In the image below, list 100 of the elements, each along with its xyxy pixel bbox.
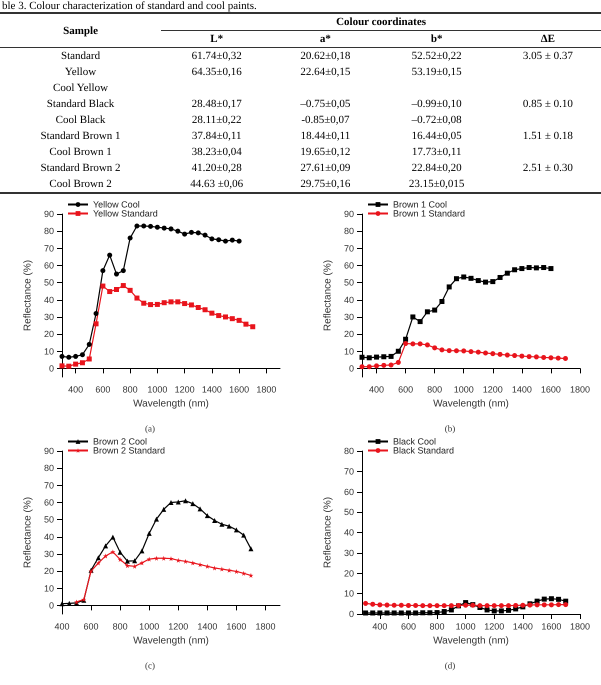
- point: [556, 596, 562, 602]
- point: [66, 364, 72, 369]
- point: [542, 602, 547, 608]
- point: [139, 548, 144, 554]
- text: b*: [378, 30, 495, 48]
- point: [388, 354, 394, 359]
- point: [498, 608, 504, 614]
- y-tick-label: 60: [344, 260, 354, 270]
- point: [118, 556, 123, 562]
- y-tick-label: 70: [344, 466, 354, 476]
- text: Standard Black: [46, 97, 116, 112]
- legend-label: Yellow Cool: [93, 200, 140, 210]
- x-tick-label: 600: [95, 384, 110, 394]
- point: [556, 356, 561, 361]
- legend-label: Brown 1 Standard: [393, 208, 466, 218]
- point: [432, 345, 438, 350]
- point: [513, 602, 518, 608]
- text: Sample: [0, 13, 162, 48]
- y-tick-label: 80: [344, 226, 354, 236]
- y-tick-label: 0: [348, 363, 354, 374]
- x-tick-label: 400: [372, 622, 388, 632]
- point: [175, 228, 180, 234]
- point: [366, 364, 372, 370]
- text: –0.72±0,08: [410, 113, 463, 128]
- y-tick-label: 50: [344, 507, 354, 518]
- point: [66, 354, 72, 360]
- legend-label: Yellow Standard: [93, 208, 158, 218]
- text: (b): [444, 424, 456, 434]
- y-tick-label: 20: [344, 568, 354, 578]
- point: [498, 274, 503, 280]
- point: [541, 265, 546, 270]
- x-tick-label: 800: [112, 622, 128, 632]
- point: [86, 356, 92, 362]
- text: L*: [161, 30, 272, 48]
- x-tick-label: 1800: [255, 622, 276, 632]
- point: [548, 602, 554, 608]
- point: [448, 607, 454, 612]
- point: [141, 224, 146, 229]
- point: [498, 352, 503, 357]
- text: 53.19±0,15: [410, 65, 463, 80]
- point: [512, 353, 518, 358]
- point: [434, 603, 440, 608]
- point: [563, 602, 568, 608]
- point: [484, 603, 490, 608]
- point: [204, 564, 210, 569]
- y-tick-label: 30: [344, 312, 354, 322]
- y-tick-label: 90: [44, 209, 54, 219]
- point: [424, 342, 430, 348]
- point: [461, 274, 466, 280]
- text: Cool Brown 1: [48, 145, 113, 160]
- y-tick-label: 90: [344, 209, 354, 219]
- y-tick-label: 20: [44, 566, 54, 576]
- text: 29.75±0,16: [299, 177, 352, 192]
- point: [250, 324, 256, 330]
- point: [124, 563, 130, 568]
- point: [202, 232, 208, 238]
- y-tick-label: 30: [44, 312, 54, 322]
- text: Yellow: [64, 65, 98, 80]
- point: [370, 610, 376, 616]
- point: [476, 350, 481, 355]
- point: [366, 355, 372, 360]
- y-tick-label: 10: [44, 346, 54, 356]
- y-tick-label: 10: [344, 346, 354, 356]
- point: [100, 284, 106, 289]
- point: [204, 513, 210, 518]
- y-tick-label: 70: [44, 480, 54, 490]
- point: [230, 238, 235, 243]
- point: [420, 603, 426, 608]
- point: [162, 226, 167, 231]
- point: [432, 308, 438, 313]
- point: [461, 348, 466, 354]
- point: [175, 299, 180, 304]
- y-tick-label: 60: [44, 260, 54, 270]
- y-tick-label: 0: [348, 609, 354, 619]
- y-tick-label: 30: [44, 548, 54, 559]
- text: 3.05 ± 0.37: [522, 49, 574, 64]
- point: [439, 299, 444, 304]
- text: (a): [145, 424, 156, 434]
- point: [377, 610, 382, 616]
- point: [534, 354, 539, 360]
- y-tick-label: 80: [44, 463, 54, 474]
- text: Standard Brown 1: [40, 129, 122, 144]
- point: [183, 498, 188, 504]
- point: [377, 602, 382, 608]
- point: [96, 560, 101, 566]
- x-tick-label: 1800: [570, 622, 590, 632]
- x-tick-label: 1000: [139, 622, 160, 632]
- point: [94, 311, 99, 316]
- point: [148, 302, 154, 308]
- text: 27.61±0,09: [299, 161, 352, 176]
- point: [490, 351, 496, 356]
- text: 41.20±0,28: [190, 161, 243, 176]
- point: [381, 362, 386, 368]
- point: [60, 601, 64, 606]
- y-tick-label: 20: [44, 329, 54, 340]
- point: [73, 362, 78, 367]
- y-tick-label: 50: [44, 278, 54, 288]
- x-tick-label: 1200: [484, 622, 504, 632]
- point: [134, 224, 140, 229]
- point: [420, 610, 426, 616]
